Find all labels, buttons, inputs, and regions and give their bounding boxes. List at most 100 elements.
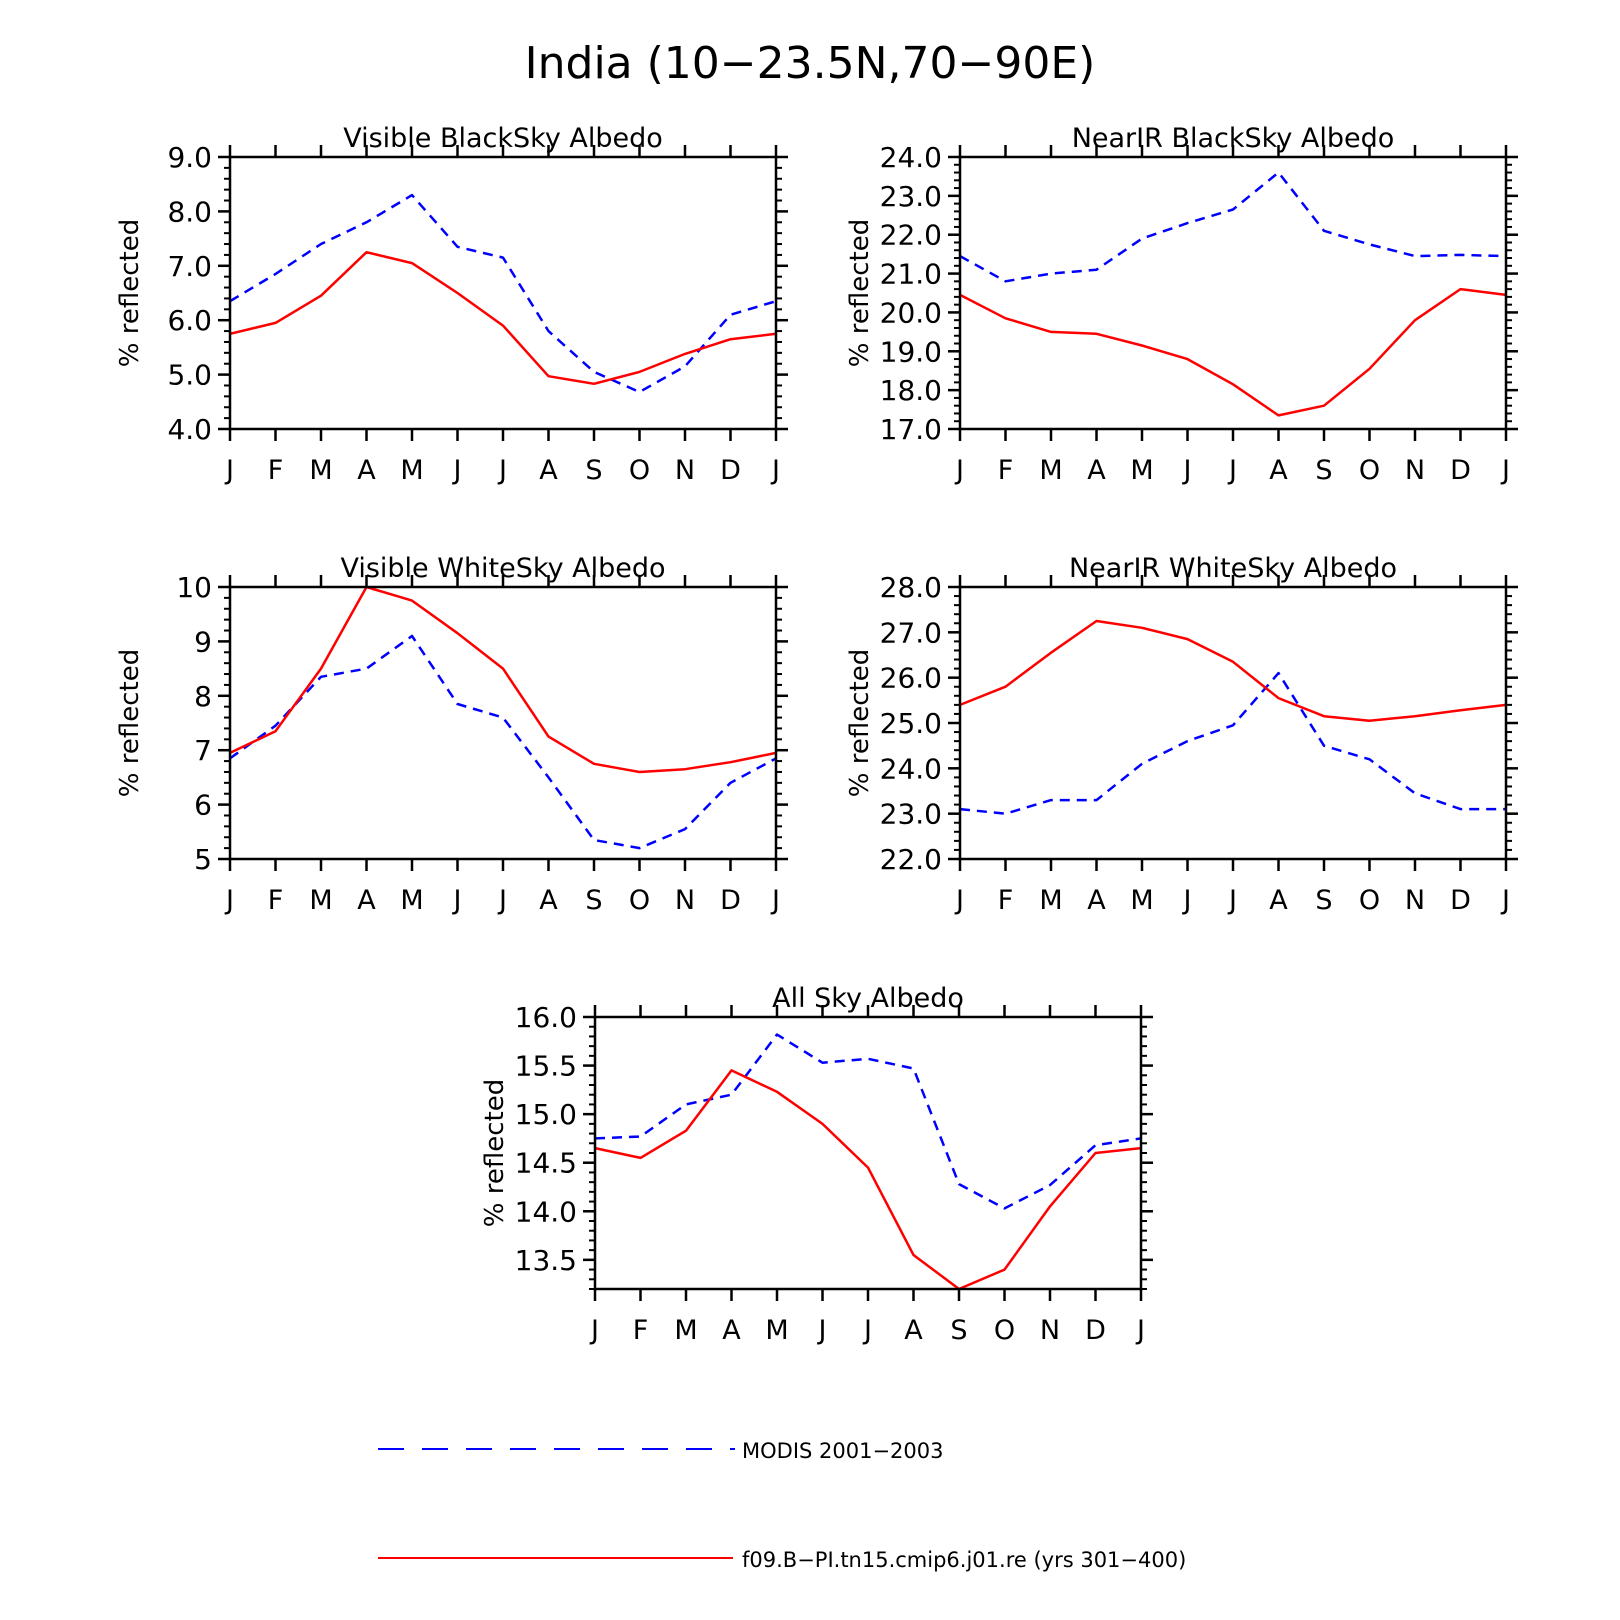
visible-blacksky-xtick-label: D xyxy=(720,455,741,486)
visible-whitesky-ytick-label: 6 xyxy=(194,789,212,822)
visible-whitesky-modis-line xyxy=(229,634,777,850)
visible-whitesky-xtick-label: J xyxy=(452,885,462,916)
legend-label-model: f09.B−PI.tn15.cmip6.j01.re (yrs 301−400) xyxy=(742,1548,1186,1572)
visible-blacksky-ytick-label: 5.0 xyxy=(167,359,212,392)
nearir-whitesky-xtick-label: D xyxy=(1450,885,1471,916)
visible-whitesky-xtick-label: O xyxy=(629,885,650,916)
nearir-blacksky-ytick-label: 19.0 xyxy=(880,335,942,368)
visible-whitesky-ytick-label: 8 xyxy=(194,680,212,713)
nearir-whitesky-model-line xyxy=(959,619,1507,722)
visible-blacksky-ytick-label: 6.0 xyxy=(167,304,212,337)
nearir-blacksky-ytick-label: 22.0 xyxy=(880,219,942,252)
nearir-blacksky-ytick-label: 21.0 xyxy=(880,258,942,291)
visible-whitesky-xtick-label: J xyxy=(770,885,780,916)
visible-blacksky-ytick-label: 9.0 xyxy=(167,141,212,174)
nearir-blacksky-ytick-label: 23.0 xyxy=(880,180,942,213)
visible-whitesky-xtick-label: S xyxy=(585,885,602,916)
nearir-whitesky-ytick-label: 26.0 xyxy=(880,662,942,695)
visible-blacksky-ylabel: % reflected xyxy=(115,219,145,367)
nearir-whitesky-xtick-label: O xyxy=(1359,885,1380,916)
nearir-blacksky-model-line xyxy=(959,287,1507,417)
all-sky-xtick-label: M xyxy=(674,1315,697,1346)
visible-whitesky-xtick-label: N xyxy=(675,885,695,916)
visible-blacksky-xtick-label: A xyxy=(357,455,376,486)
nearir-blacksky-xtick-label: A xyxy=(1087,455,1106,486)
all-sky-ytick-label: 14.0 xyxy=(515,1195,577,1228)
visible-whitesky-ylabel: % reflected xyxy=(115,649,145,797)
nearir-whitesky-xtick-label: F xyxy=(998,885,1014,916)
nearir-blacksky-xtick-label: S xyxy=(1315,455,1332,486)
all-sky-xtick-label: F xyxy=(633,1315,649,1346)
nearir-whitesky-ytick-label: 27.0 xyxy=(880,616,942,649)
all-sky-ylabel: % reflected xyxy=(480,1079,510,1227)
figure-title: India (10−23.5N,70−90E) xyxy=(525,38,1096,89)
visible-blacksky-xtick-label: O xyxy=(629,455,650,486)
visible-blacksky-xtick-label: M xyxy=(400,455,423,486)
nearir-whitesky-ytick-label: 22.0 xyxy=(880,843,942,876)
nearir-blacksky-xtick-label: J xyxy=(1227,455,1237,486)
visible-whitesky-xtick-label: A xyxy=(357,885,376,916)
legend: MODIS 2001−2003 f09.B−PI.tn15.cmip6.j01.… xyxy=(378,1439,1186,1572)
all-sky-xtick-label: J xyxy=(1135,1315,1145,1346)
visible-blacksky-ytick-label: 4.0 xyxy=(167,413,212,446)
nearir-whitesky-ytick-label: 24.0 xyxy=(880,752,942,785)
all-sky-xtick-label: A xyxy=(722,1315,741,1346)
nearir-blacksky-xtick-label: N xyxy=(1405,455,1425,486)
nearir-blacksky-ytick-label: 18.0 xyxy=(880,374,942,407)
visible-whitesky-xtick-label: M xyxy=(400,885,423,916)
nearir-whitesky-ylabel: % reflected xyxy=(845,649,875,797)
all-sky-model-line xyxy=(594,1069,1142,1291)
visible-blacksky-xtick-label: J xyxy=(770,455,780,486)
nearir-whitesky-xtick-label: J xyxy=(1500,885,1510,916)
all-sky-xtick-label: A xyxy=(904,1315,923,1346)
nearir-whitesky-xtick-label: M xyxy=(1130,885,1153,916)
nearir-blacksky-modis-line xyxy=(959,171,1507,283)
nearir-blacksky-xtick-label: F xyxy=(998,455,1014,486)
nearir-blacksky-xtick-label: O xyxy=(1359,455,1380,486)
visible-whitesky-xtick-label: F xyxy=(268,885,284,916)
all-sky-modis-line xyxy=(594,1033,1142,1210)
all-sky-xtick-label: O xyxy=(994,1315,1015,1346)
all-sky-ytick-label: 15.5 xyxy=(515,1050,577,1083)
nearir-blacksky-panel: NearIR BlackSky Albedo% reflected17.018.… xyxy=(845,123,1518,486)
nearir-whitesky-xtick-label: A xyxy=(1087,885,1106,916)
nearir-whitesky-frame xyxy=(958,585,1508,861)
visible-blacksky-xtick-label: F xyxy=(268,455,284,486)
nearir-whitesky-modis-line xyxy=(959,671,1506,815)
visible-blacksky-model-line xyxy=(229,250,777,386)
all-sky-panel: All Sky Albedo% reflected13.514.014.515.… xyxy=(480,983,1153,1346)
all-sky-xtick-label: D xyxy=(1085,1315,1106,1346)
visible-blacksky-xtick-label: S xyxy=(585,455,602,486)
all-sky-xtick-label: M xyxy=(765,1315,788,1346)
nearir-whitesky-xtick-label: S xyxy=(1315,885,1332,916)
visible-blacksky-xtick-label: M xyxy=(309,455,332,486)
nearir-blacksky-xtick-label: D xyxy=(1450,455,1471,486)
all-sky-xtick-label: J xyxy=(589,1315,599,1346)
nearir-whitesky-xtick-label: M xyxy=(1039,885,1062,916)
visible-blacksky-xtick-label: A xyxy=(539,455,558,486)
visible-blacksky-frame xyxy=(228,155,778,431)
all-sky-xtick-label: S xyxy=(950,1315,967,1346)
visible-blacksky-ytick-label: 8.0 xyxy=(167,195,212,228)
nearir-blacksky-xtick-label: J xyxy=(1500,455,1510,486)
nearir-whitesky-xtick-label: J xyxy=(954,885,964,916)
legend-label-modis: MODIS 2001−2003 xyxy=(742,1439,944,1463)
all-sky-frame xyxy=(593,1015,1143,1291)
visible-blacksky-xtick-label: N xyxy=(675,455,695,486)
all-sky-ytick-label: 13.5 xyxy=(515,1244,577,1277)
nearir-blacksky-ytick-label: 17.0 xyxy=(880,413,942,446)
nearir-whitesky-ytick-label: 28.0 xyxy=(880,571,942,604)
nearir-whitesky-panel: NearIR WhiteSky Albedo% reflected22.023.… xyxy=(845,553,1518,916)
visible-blacksky-modis-line xyxy=(229,193,777,394)
nearir-blacksky-ytick-label: 24.0 xyxy=(880,141,942,174)
visible-whitesky-frame xyxy=(228,585,778,861)
visible-whitesky-model-line xyxy=(229,585,777,774)
visible-blacksky-xtick-label: J xyxy=(497,455,507,486)
nearir-blacksky-xtick-label: J xyxy=(954,455,964,486)
nearir-whitesky-ytick-label: 25.0 xyxy=(880,707,942,740)
visible-whitesky-panel: Visible WhiteSky Albedo% reflected567891… xyxy=(115,553,788,916)
visible-blacksky-ytick-label: 7.0 xyxy=(167,250,212,283)
visible-whitesky-ytick-label: 9 xyxy=(194,625,212,658)
nearir-blacksky-xtick-label: M xyxy=(1039,455,1062,486)
